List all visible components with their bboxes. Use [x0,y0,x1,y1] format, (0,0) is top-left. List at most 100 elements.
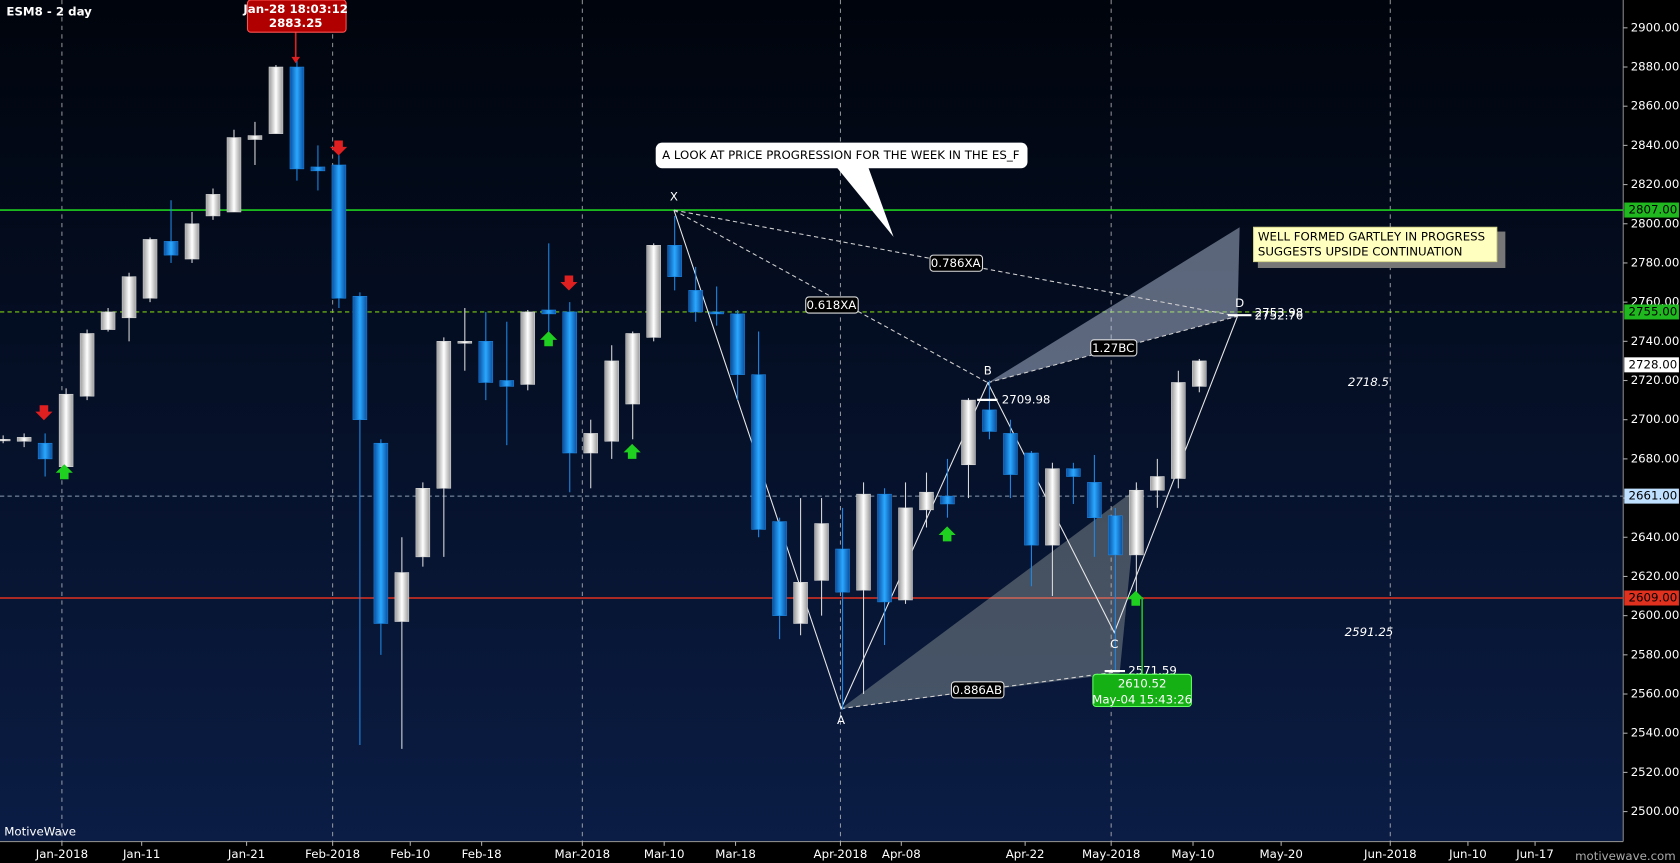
candle-body [793,582,808,624]
candle-body [1045,468,1060,546]
y-tick-label: 2820.00 [1631,177,1680,191]
candle-body [499,380,515,387]
y-tick-label: 2600.00 [1631,608,1680,622]
candle-body [646,245,661,338]
y-tick-label: 2840.00 [1631,138,1680,152]
y-tick-label: 2880.00 [1631,60,1680,74]
pattern-point: B [984,363,992,377]
y-tick-label: 2800.00 [1631,216,1680,230]
candle-body [835,548,850,593]
y-tick-label: 2680.00 [1631,451,1680,465]
candle-body [0,439,11,442]
price-mark: 2753.98 [1255,306,1304,320]
candle-body [226,137,242,213]
candle-body [163,241,179,256]
candle-body [877,493,892,603]
level-label-box [1624,304,1679,320]
ratio-text: 0.886AB [952,683,1002,697]
candle-body [1066,468,1081,477]
sell-arrow [330,140,348,156]
candle-body [982,409,997,432]
ratio-label: 0.786XA [929,254,984,272]
ratio-text: 1.27BC [1092,341,1134,355]
x-tick-label: Mar-2018 [555,847,611,861]
x-tick-label: Jun-17 [1515,847,1554,861]
price-mark: 2709.98 [1002,392,1051,406]
x-tick-label: Jan-11 [122,847,160,861]
brand: MotiveWave [4,824,76,838]
note-text: SUGGESTS UPSIDE CONTINUATION [1258,244,1463,258]
candle-body [898,507,913,601]
buy-arrow [623,443,641,459]
pattern-point: D [1235,296,1244,310]
callout-box [655,142,1028,169]
candle-body [751,374,766,530]
candle-body [961,399,976,466]
x-tick-label: Feb-10 [390,847,430,861]
pattern-point: C [1110,637,1118,651]
level-label-box [1624,488,1679,504]
x-tick-label: Apr-08 [882,847,921,861]
pattern-shade [987,227,1240,383]
x-tick-label: May-20 [1259,847,1302,861]
y-axis-panel [1623,0,1680,863]
chart-title: ESM8 - 2 day [6,4,92,18]
level-label-box [1624,590,1679,606]
ratio-label: 1.27BC [1090,339,1138,357]
note-box [1253,226,1498,263]
x-tick-label: Jan-2018 [35,847,88,861]
candle-body [478,341,494,383]
level-label: 2609.00 [1629,591,1678,605]
candle-body [1108,515,1123,556]
price-mark: 2591.25 [1345,625,1394,639]
x-tick-label: Apr-22 [1006,847,1045,861]
candle-body [310,166,326,172]
candle-body [373,442,389,624]
candle-body [583,433,598,454]
buy-arrow [1127,590,1145,606]
x-axis-panel [0,841,1624,863]
candle-body [667,245,682,277]
high-marker-box [246,0,347,33]
ratio-text: 0.618XA [807,298,857,312]
ratio-label: 0.886AB [950,681,1005,699]
low-marker-box [1092,673,1192,708]
x-tick-label: Apr-2018 [814,847,868,861]
candle-body [331,164,347,299]
x-tick-label: Mar-10 [644,847,685,861]
y-tick-label: 2560.00 [1631,687,1680,701]
plot-background [0,0,1624,842]
pattern-point: A [837,713,845,727]
candle-body [1024,452,1039,546]
pattern-point: X [670,190,678,204]
y-tick-label: 2640.00 [1631,530,1680,544]
y-tick-label: 2860.00 [1631,99,1680,113]
brand-url: motivewave.com [1575,849,1676,863]
candle-body [184,223,200,260]
candle-body [1192,360,1207,387]
y-tick-label: 2520.00 [1631,765,1680,779]
level-label-box [1624,202,1679,218]
candle-body [688,290,703,313]
buy-arrow [938,526,956,542]
low-marker-price: 2610.52 [1118,676,1167,690]
ratio-text: 0.786XA [931,256,981,270]
price-mark: 2752.76 [1255,309,1304,323]
candle-body [1129,489,1144,556]
x-tick-label: Jun-10 [1448,847,1487,861]
candle-body [415,488,431,558]
high-marker-arrow [291,56,300,64]
candle-body [58,393,74,467]
level-label: 2807.00 [1629,203,1678,217]
buy-arrow [55,464,73,480]
y-tick-label: 2580.00 [1631,647,1680,661]
candle-body [1150,476,1165,491]
x-tick-label: Feb-2018 [305,847,360,861]
candle-body [856,493,871,591]
y-tick-label: 2720.00 [1631,373,1680,387]
candle-body [289,66,305,170]
candle-body [142,239,158,299]
candle-body [709,311,724,315]
candle-body [268,66,284,134]
